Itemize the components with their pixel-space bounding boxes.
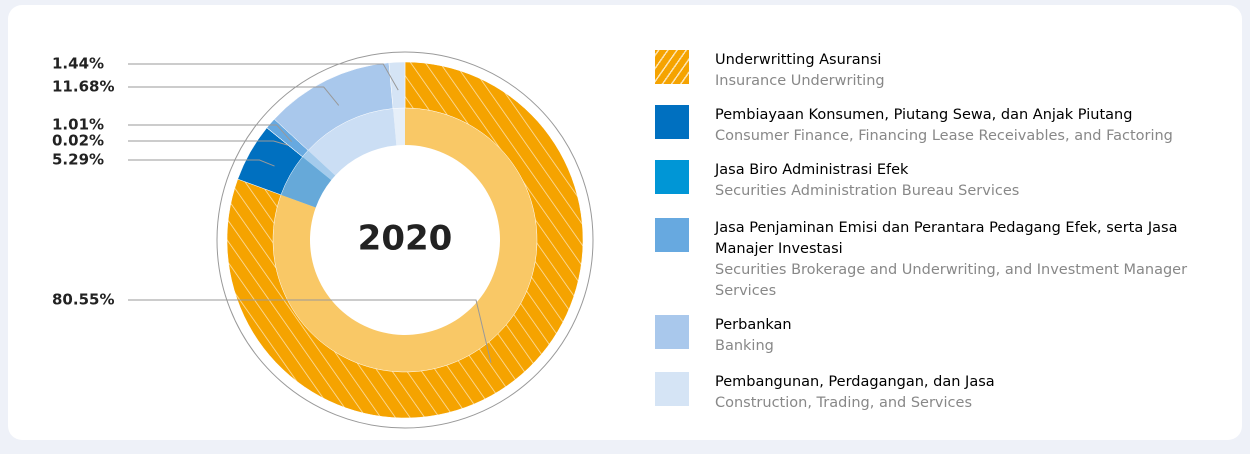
legend-label: Pembiayaan Konsumen, Piutang Sewa, dan A… bbox=[715, 107, 1133, 123]
wedge bbox=[388, 61, 406, 109]
legend-text: Underwritting Asuransi Insurance Underwri… bbox=[715, 50, 1195, 92]
legend-label: Jasa Biro Administrasi Efek bbox=[715, 162, 909, 178]
inner-wedge bbox=[393, 108, 405, 146]
legend-label-en: Banking bbox=[715, 338, 774, 354]
legend-text: Pembangunan, Perdagangan, dan Jasa Constr… bbox=[715, 372, 1195, 414]
legend-swatch bbox=[655, 160, 689, 194]
legend-label-en: Consumer Finance, Financing Lease Receiv… bbox=[715, 128, 1173, 144]
legend-text: Perbankan Banking bbox=[715, 315, 1195, 357]
legend-text: Pembiayaan Konsumen, Piutang Sewa, dan A… bbox=[715, 105, 1195, 147]
inner-wedge bbox=[308, 108, 397, 176]
legend-swatch bbox=[655, 372, 689, 406]
value-label: 1.44% bbox=[52, 55, 104, 73]
legend-text: Jasa Biro Administrasi Efek Securities Ad… bbox=[715, 160, 1195, 202]
inner-wedge bbox=[302, 150, 336, 181]
leader-line bbox=[128, 63, 399, 91]
leader-line bbox=[128, 86, 340, 106]
value-label: 11.68% bbox=[52, 78, 114, 96]
outer-circle bbox=[216, 51, 594, 429]
value-label: 1.01% bbox=[52, 116, 104, 134]
legend-label: Pembangunan, Perdagangan, dan Jasa bbox=[715, 374, 995, 390]
legend-swatch bbox=[655, 315, 689, 349]
leader-line bbox=[128, 124, 293, 143]
legend-label-en: Securities Brokerage and Underwriting, a… bbox=[715, 262, 1188, 299]
value-label: 80.55% bbox=[52, 291, 114, 309]
center-label: 2020 bbox=[358, 219, 453, 259]
inner-wedge bbox=[302, 156, 332, 181]
legend-swatch bbox=[655, 50, 689, 84]
legend-swatch bbox=[655, 105, 689, 139]
leader-line bbox=[128, 140, 289, 146]
leader-line bbox=[128, 299, 492, 363]
card bbox=[8, 5, 1242, 440]
value-label: 5.29% bbox=[52, 151, 104, 169]
legend-label: Perbankan bbox=[715, 317, 792, 333]
leader-line bbox=[128, 159, 275, 167]
legend-text: Jasa Penjaminan Emisi dan Perantara Peda… bbox=[715, 218, 1195, 302]
legend-label: Jasa Penjaminan Emisi dan Perantara Peda… bbox=[715, 220, 1178, 257]
value-label: 0.02% bbox=[52, 132, 104, 150]
legend-label-en: Securities Administration Bureau Service… bbox=[715, 183, 1020, 199]
legend-label-en: Construction, Trading, and Services bbox=[715, 395, 972, 411]
legend-swatch bbox=[655, 218, 689, 252]
legend-label: Underwritting Asuransi bbox=[715, 52, 882, 68]
legend-label-en: Insurance Underwriting bbox=[715, 73, 885, 89]
